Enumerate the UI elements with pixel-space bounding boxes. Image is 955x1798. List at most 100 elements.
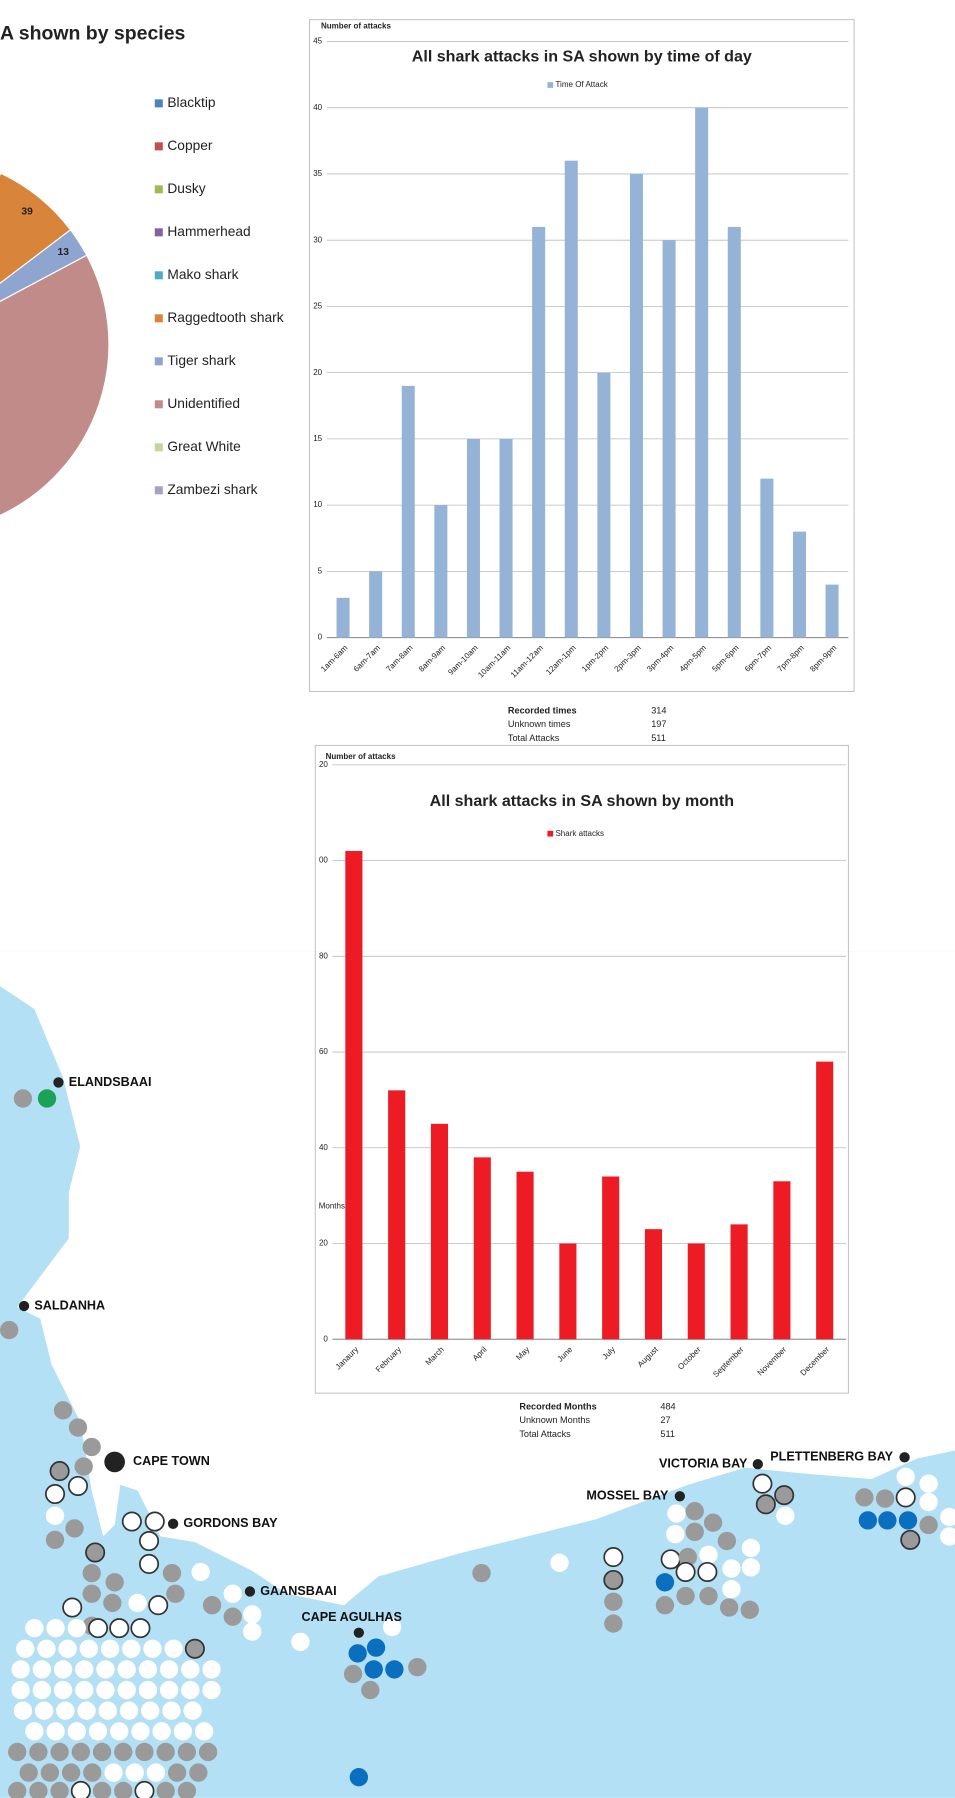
map-dot (159, 1680, 179, 1700)
x-tick-label: 6pm-7pm (743, 643, 774, 674)
map-dot (8, 1781, 27, 1798)
bar (597, 372, 611, 638)
pie-value-label: 13 (57, 247, 69, 258)
x-tick-label: 6am-7am (352, 643, 383, 674)
map-dot (96, 1660, 115, 1679)
map-dot (46, 1618, 65, 1638)
bar (564, 160, 578, 638)
map-dot (194, 1722, 214, 1741)
legend-swatch (154, 142, 163, 151)
map-dot (67, 1618, 86, 1638)
map-dot (130, 1618, 151, 1639)
x-tick-label: 11am-12am (509, 643, 545, 679)
map-dot (16, 1639, 35, 1658)
pie-slice (0, 254, 110, 517)
bar (695, 107, 709, 638)
map-dot (117, 1660, 136, 1679)
map-dot (655, 1596, 675, 1615)
map-dot (655, 1573, 675, 1592)
map-dot (131, 1722, 150, 1741)
chart-frame (314, 744, 849, 1394)
place-marker (353, 1627, 365, 1638)
map-dot (382, 1617, 402, 1637)
map-dot (74, 1457, 93, 1476)
map-dot (50, 1742, 69, 1762)
map-dot (181, 1680, 200, 1700)
map-dot (878, 1511, 897, 1530)
map-dot (77, 1701, 96, 1720)
map-dot (65, 1519, 84, 1538)
map-dot (13, 1089, 33, 1108)
map-dot (752, 1473, 773, 1494)
y-tick-label: 15 (313, 434, 322, 443)
map-dot (25, 1722, 44, 1741)
map-dot (139, 1553, 160, 1574)
map-dot (134, 1780, 155, 1798)
place-label: MOSSEL BAY (586, 1489, 669, 1503)
map-dot (896, 1467, 915, 1486)
x-tick-label: 7pm-8pm (776, 643, 807, 674)
bar (825, 584, 839, 638)
map-dot (919, 1492, 938, 1512)
map-dot (32, 1680, 52, 1700)
map-dot (119, 1701, 139, 1720)
y-tick-label: 20 (319, 760, 328, 769)
map-dot (898, 1511, 918, 1530)
map-dot (114, 1781, 133, 1798)
map-dot (703, 1513, 723, 1532)
map-dot (900, 1529, 921, 1550)
bar (730, 1224, 748, 1340)
map-dot (79, 1639, 99, 1658)
map-dot (8, 1742, 27, 1762)
x-tick-label: 12am-1pm (544, 643, 578, 677)
summary-value: 511 (651, 733, 666, 743)
map-dot (343, 1664, 363, 1684)
place-marker (899, 1452, 910, 1463)
summary-label: Recorded Months (519, 1401, 596, 1411)
y-tick-label: 25 (313, 302, 322, 311)
bar (792, 531, 806, 638)
map-dot (202, 1596, 222, 1615)
map-dot (722, 1559, 741, 1578)
map-dot (45, 1530, 65, 1550)
map-dot (88, 1722, 108, 1741)
map-dot (85, 1542, 106, 1563)
bar (369, 571, 383, 638)
legend-swatch (154, 99, 163, 108)
x-tick-label: 1am-6am (319, 643, 350, 674)
map-dot (191, 1562, 210, 1582)
map-dot (243, 1622, 262, 1641)
place-marker (674, 1491, 686, 1502)
legend-label: Raggedtooth shark (167, 310, 283, 325)
map-dot (159, 1660, 179, 1679)
map-dot (162, 1701, 181, 1720)
bar (727, 226, 741, 638)
annotation: Months (319, 1201, 345, 1210)
place-label: CAPE AGULHAS (302, 1610, 402, 1624)
x-tick-label: 8pm-9pm (808, 643, 839, 674)
bar (644, 1229, 663, 1340)
map-dot (162, 1563, 182, 1583)
map-dot (37, 1639, 56, 1658)
map-dot (125, 1763, 144, 1782)
map-dot (75, 1680, 94, 1700)
map-dot (44, 1483, 66, 1505)
place-marker (244, 1586, 256, 1597)
x-tick-label: 4pm-5pm (678, 643, 709, 674)
map-dot (71, 1742, 90, 1762)
bar (473, 1157, 491, 1340)
map-dot (53, 1401, 73, 1420)
map-dot (67, 1722, 86, 1741)
map-dot (855, 1488, 874, 1507)
map-dot (166, 1584, 185, 1603)
map-dot (46, 1722, 65, 1741)
map-dot (919, 1515, 938, 1535)
x-tick-label: 8am-9am (417, 643, 448, 674)
map-dot (366, 1638, 386, 1657)
place-label: CAPE TOWN (133, 1454, 210, 1468)
map-dot (32, 1660, 52, 1679)
pie-value-label: 39 (21, 207, 33, 218)
y-tick-label: 0 (323, 1334, 328, 1343)
map-dot (202, 1680, 221, 1700)
